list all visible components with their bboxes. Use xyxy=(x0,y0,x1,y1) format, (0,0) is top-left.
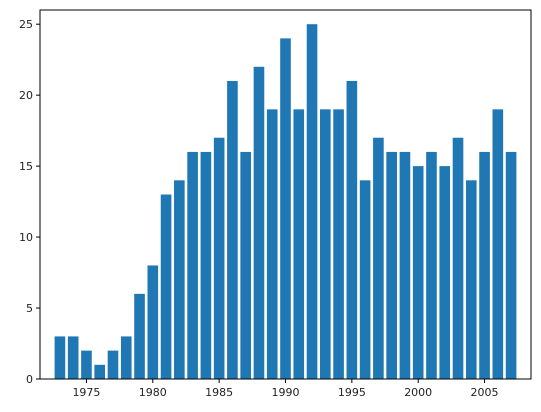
bar-1994 xyxy=(333,109,344,379)
y-tick-label: 15 xyxy=(19,160,33,173)
bar-1995 xyxy=(346,80,358,379)
y-tick-label: 5 xyxy=(26,302,33,315)
bar-1987 xyxy=(240,151,251,379)
bar-1982 xyxy=(174,180,185,379)
bar-1992 xyxy=(306,24,318,379)
bar-1975 xyxy=(81,350,92,379)
x-tick-label: 1995 xyxy=(338,386,366,399)
bar-1981 xyxy=(160,194,172,379)
y-tick-label: 0 xyxy=(26,373,33,386)
bar-1977 xyxy=(107,350,119,379)
bar-1979 xyxy=(134,293,145,379)
x-tick-label: 2000 xyxy=(404,386,432,399)
bar-1990 xyxy=(280,38,291,380)
bar-1978 xyxy=(120,336,132,379)
bar-1986 xyxy=(227,80,238,379)
bar-2002 xyxy=(439,166,451,379)
bars-group xyxy=(54,24,517,380)
bar-2004 xyxy=(465,180,477,379)
x-tick-label: 2005 xyxy=(471,386,499,399)
bar-1988 xyxy=(253,66,265,380)
bar-2003 xyxy=(452,137,464,379)
bar-1996 xyxy=(359,180,371,379)
bar-1983 xyxy=(187,151,198,379)
x-tick-label: 1980 xyxy=(139,386,167,399)
bar-1989 xyxy=(266,109,278,379)
y-tick-label: 10 xyxy=(19,231,33,244)
bar-1984 xyxy=(200,151,212,379)
bar-2000 xyxy=(412,166,424,379)
bar-1985 xyxy=(213,137,225,379)
bar-2001 xyxy=(426,151,437,379)
x-tick-label: 1990 xyxy=(272,386,300,399)
y-tick-label: 25 xyxy=(19,18,33,31)
bar-1974 xyxy=(67,336,79,379)
bar-1999 xyxy=(399,151,411,379)
bar-1980 xyxy=(147,265,159,379)
bar-2006 xyxy=(492,109,504,379)
bar-1991 xyxy=(293,109,305,379)
bar-2005 xyxy=(479,151,490,379)
bar-1993 xyxy=(320,109,331,379)
axes-group: 1975 1980 1985 1990 1995 2000 2005 0 5 10 15 20 25 xyxy=(19,9,532,399)
x-tick-label: 1985 xyxy=(205,386,233,399)
x-tick-label: 1975 xyxy=(72,386,100,399)
bar-1976 xyxy=(94,364,106,379)
bar-1998 xyxy=(386,151,397,379)
bar-1973 xyxy=(54,336,66,379)
y-tick-label: 20 xyxy=(19,89,33,102)
bar-2007 xyxy=(505,151,517,379)
bar-1997 xyxy=(373,137,384,379)
